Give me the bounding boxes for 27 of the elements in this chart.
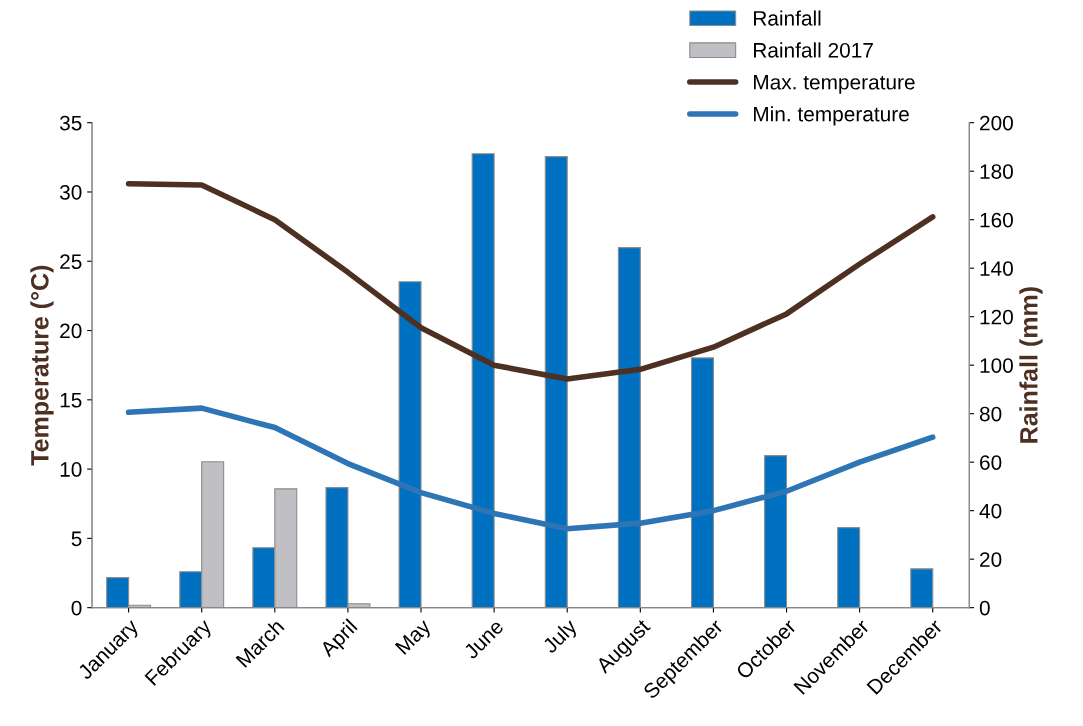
y-tick-label: 35: [59, 115, 82, 131]
legend-label: Max. temperature: [754, 75, 915, 94]
legend-label: Rainfall: [754, 10, 821, 26]
y2-tick-label: 200: [980, 115, 1013, 131]
x-tick-label: July: [541, 617, 581, 658]
y2-tick-label: 40: [979, 503, 1002, 519]
y2-tick-label: 60: [980, 455, 1002, 470]
y2-tick-label: 140: [980, 261, 1013, 276]
y-tick-label: 30: [59, 184, 82, 200]
y-tick-label: 15: [60, 393, 82, 408]
y2-axis-title: Rainfall (mm): [1019, 287, 1043, 443]
legend-label: Min. temperature: [754, 106, 909, 126]
y-tick-label: 5: [71, 531, 82, 547]
y2-tick-label: 0: [979, 600, 990, 616]
y-axis-title: Temperature (°C): [30, 265, 54, 466]
y2-tick-label: 20: [980, 552, 1002, 567]
y2-tick-label: 160: [980, 212, 1013, 228]
y-tick-label: 25: [60, 254, 82, 270]
x-tick-label: May: [394, 617, 435, 658]
y-tick-label: 10: [60, 462, 82, 477]
y2-tick-label: 100: [980, 358, 1013, 373]
y2-tick-label: 120: [980, 309, 1013, 325]
y-tick-label: 20: [60, 323, 82, 339]
y2-tick-label: 180: [980, 164, 1013, 179]
y2-tick-label: 80: [979, 406, 1002, 422]
y-tick-label: 0: [71, 600, 82, 616]
legend-label: Rainfall 2017: [754, 42, 873, 58]
